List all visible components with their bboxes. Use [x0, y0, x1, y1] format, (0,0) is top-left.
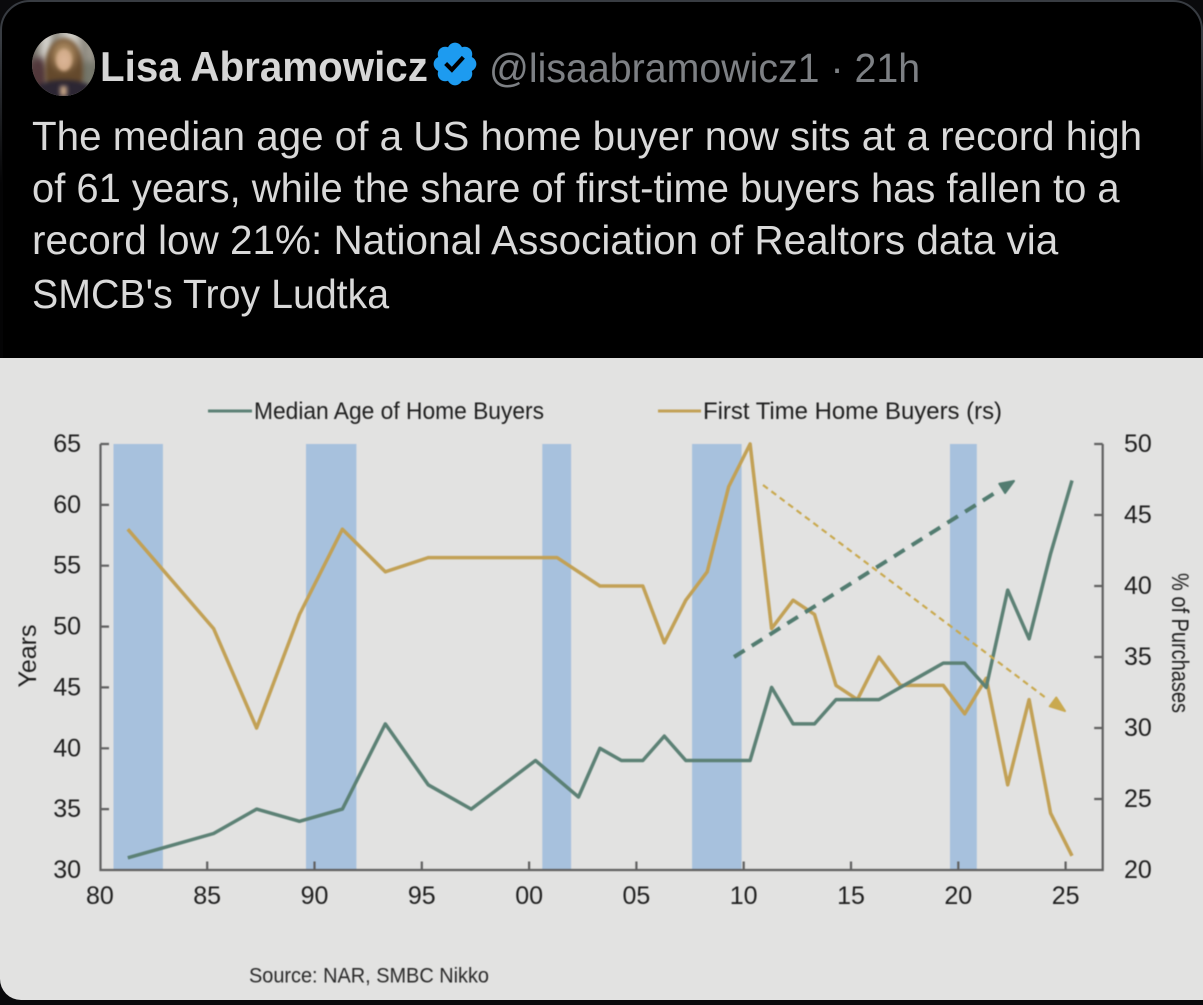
svg-text:40: 40: [1124, 572, 1152, 600]
svg-text:Source: NAR, SMBC Nikko: Source: NAR, SMBC Nikko: [249, 965, 489, 988]
svg-text:25: 25: [1124, 785, 1152, 813]
svg-text:40: 40: [53, 734, 81, 762]
svg-text:65: 65: [53, 430, 81, 458]
svg-text:20: 20: [1124, 856, 1152, 884]
svg-text:% of Purchases: % of Purchases: [1166, 573, 1193, 713]
svg-text:First Time Home Buyers (rs): First Time Home Buyers (rs): [703, 398, 1002, 425]
svg-text:80: 80: [86, 882, 114, 910]
svg-text:35: 35: [1124, 643, 1152, 671]
svg-text:20: 20: [944, 882, 972, 910]
svg-text:85: 85: [193, 882, 221, 910]
svg-text:50: 50: [53, 613, 81, 641]
svg-text:35: 35: [53, 795, 81, 823]
svg-text:00: 00: [515, 882, 543, 910]
svg-text:Years: Years: [14, 624, 42, 687]
svg-text:Median Age of Home Buyers: Median Age of Home Buyers: [254, 398, 544, 425]
svg-text:55: 55: [53, 552, 81, 580]
svg-text:95: 95: [408, 882, 436, 910]
svg-text:05: 05: [622, 882, 650, 910]
svg-text:10: 10: [730, 882, 758, 910]
svg-text:60: 60: [53, 491, 81, 519]
svg-text:25: 25: [1052, 882, 1080, 910]
svg-text:15: 15: [837, 882, 865, 910]
svg-text:50: 50: [1124, 430, 1152, 458]
svg-text:30: 30: [53, 856, 81, 884]
svg-text:30: 30: [1124, 714, 1152, 742]
svg-text:45: 45: [1124, 501, 1152, 529]
svg-text:45: 45: [53, 673, 81, 701]
svg-text:90: 90: [301, 882, 329, 910]
